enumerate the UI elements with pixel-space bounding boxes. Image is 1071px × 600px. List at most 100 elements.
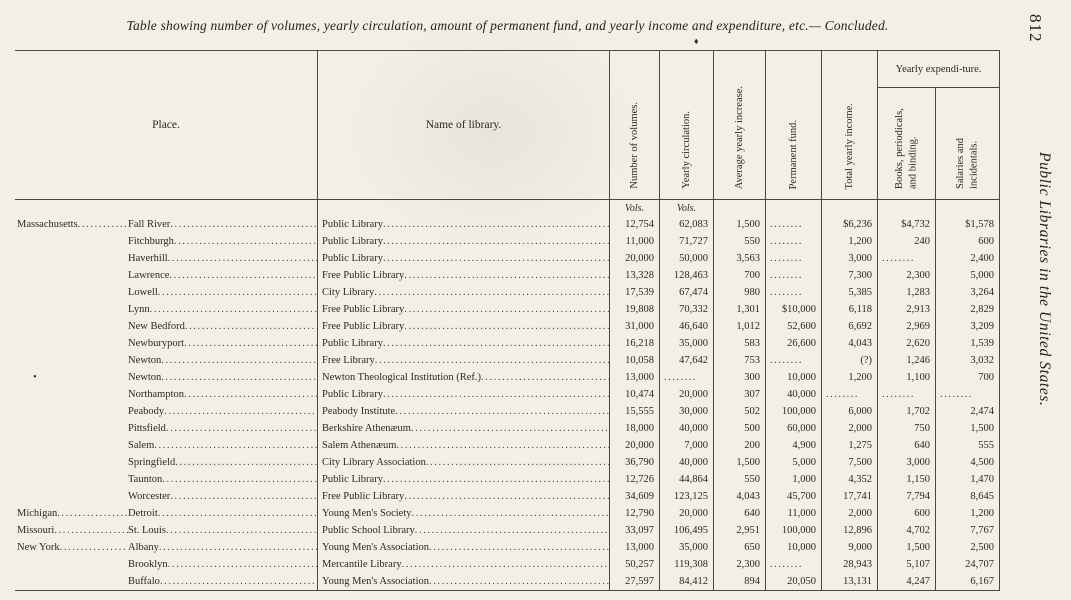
column-header-place: Place. [15, 51, 318, 199]
volumes-cell: 16,218 [610, 335, 660, 352]
place-cell: Fitchburgh [15, 233, 318, 250]
place-cell: Peabody [15, 403, 318, 420]
city-label: Fitchburgh [128, 236, 174, 247]
table-row: Buffalo Young Men's Association 27,597 8… [15, 573, 1000, 590]
volumes-cell: 17,539 [610, 284, 660, 301]
dot-leader [160, 573, 317, 590]
circulation-cell: 30,000 [660, 403, 714, 420]
salaries-cell: 4,500 [936, 454, 1000, 471]
books-cell: 1,500 [878, 539, 936, 556]
circulation-cell: 35,000 [660, 335, 714, 352]
fund-cell: 26,600 [766, 335, 822, 352]
increase-cell: 550 [714, 233, 766, 250]
column-header-volumes: Number of volumes. [610, 51, 660, 199]
dot-leader [60, 539, 128, 556]
books-cell: 1,283 [878, 284, 936, 301]
dot-leader [404, 318, 609, 335]
library-cell: Public Library [318, 216, 610, 233]
fund-cell: 20,050 [766, 573, 822, 590]
salaries-cell: 24,707 [936, 556, 1000, 573]
income-cell: 1,200 [822, 233, 878, 250]
dot-leader [37, 369, 128, 386]
volumes-cell: 19,808 [610, 301, 660, 318]
table-row: Springfield City Library Association 36,… [15, 454, 1000, 471]
city-label: New Bedford [128, 321, 185, 332]
place-cell: Massachusetts Fall River [15, 216, 318, 233]
column-header-increase: Average yearly increase. [714, 51, 766, 199]
library-name: Free Public Library [322, 304, 405, 315]
books-cell: 240 [878, 233, 936, 250]
books-cell: ........ [878, 386, 936, 403]
library-name: Young Men's Association [322, 576, 430, 587]
volumes-cell: 10,058 [610, 352, 660, 369]
library-cell: City Library [318, 284, 610, 301]
dot-leader [168, 556, 317, 573]
library-name: Public Library [322, 219, 383, 230]
library-name: Public Library [322, 338, 383, 349]
dot-leader [17, 488, 128, 505]
salaries-cell: 3,264 [936, 284, 1000, 301]
circulation-cell: 20,000 [660, 505, 714, 522]
table-row: Lawrence Free Public Library 13,328 128,… [15, 267, 1000, 284]
library-name: Young Men's Association [322, 542, 430, 553]
dot-leader [150, 301, 317, 318]
income-cell: 6,692 [822, 318, 878, 335]
state-label: Missouri [17, 525, 55, 536]
books-cell: 1,246 [878, 352, 936, 369]
circulation-cell: 71,727 [660, 233, 714, 250]
dot-leader [17, 403, 128, 420]
increase-cell: 894 [714, 573, 766, 590]
income-cell: 9,000 [822, 539, 878, 556]
increase-cell: 1,012 [714, 318, 766, 335]
income-cell: (?) [822, 352, 878, 369]
dot-leader [17, 556, 128, 573]
dot-leader [17, 233, 128, 250]
state-label: Massachusetts [17, 219, 78, 230]
increase-cell: 550 [714, 471, 766, 488]
dot-leader [383, 386, 609, 403]
volumes-cell: 18,000 [610, 420, 660, 437]
fund-cell: ........ [766, 250, 822, 267]
books-cell: 1,150 [878, 471, 936, 488]
dot-leader [175, 454, 317, 471]
dot-leader [166, 420, 317, 437]
increase-cell: 307 [714, 386, 766, 403]
volumes-cell: 12,726 [610, 471, 660, 488]
library-name: Public Library [322, 474, 383, 485]
salaries-cell: 3,209 [936, 318, 1000, 335]
dot-leader [17, 454, 128, 471]
salaries-cell: 1,200 [936, 505, 1000, 522]
library-name: City Library Association [322, 457, 426, 468]
income-cell: 7,300 [822, 267, 878, 284]
library-name: Public Library [322, 253, 383, 264]
salaries-cell: 2,500 [936, 539, 1000, 556]
income-cell: 4,352 [822, 471, 878, 488]
circulation-cell: 128,463 [660, 267, 714, 284]
row-marker: • [33, 372, 37, 383]
library-name: Free Public Library [322, 270, 405, 281]
table-row: Lowell City Library 17,539 67,474 980 ..… [15, 284, 1000, 301]
units-volumes-label: Vols. [610, 200, 660, 216]
income-cell: 6,118 [822, 301, 878, 318]
column-header-library: Name of library. [318, 51, 610, 199]
salaries-cell: 700 [936, 369, 1000, 386]
dot-leader [174, 233, 317, 250]
place-cell: Missouri St. Louis [15, 522, 318, 539]
circulation-cell: 20,000 [660, 386, 714, 403]
dot-leader [383, 216, 609, 233]
library-cell: Public Library [318, 250, 610, 267]
city-label: Buffalo [128, 576, 160, 587]
fund-cell: 52,600 [766, 318, 822, 335]
page-title: Table showing number of volumes, yearly … [126, 18, 889, 33]
increase-cell: 4,043 [714, 488, 766, 505]
dot-leader [404, 488, 609, 505]
books-cell: 2,969 [878, 318, 936, 335]
dot-leader [54, 522, 128, 539]
income-cell: 17,741 [822, 488, 878, 505]
city-label: Salem [128, 440, 155, 451]
library-cell: Free Library [318, 352, 610, 369]
income-cell: 28,943 [822, 556, 878, 573]
table-row: • Newton Newton Theological Institution … [15, 369, 1000, 386]
volumes-cell: 13,000 [610, 369, 660, 386]
library-cell: Berkshire Athenæum [318, 420, 610, 437]
